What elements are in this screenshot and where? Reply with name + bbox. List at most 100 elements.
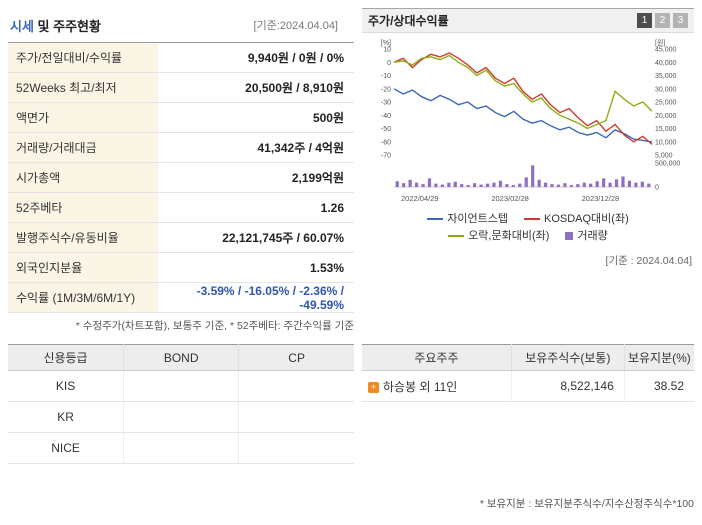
svg-text:-60: -60 xyxy=(381,139,391,146)
table-row: 거래량/거래대금 41,342주 / 4억원 xyxy=(8,132,354,163)
quote-row-label: 발행주식수/유동비율 xyxy=(8,222,158,253)
quote-row-label: 52주베타 xyxy=(8,192,158,223)
quote-row-label: 액면가 xyxy=(8,102,158,133)
svg-text:20,000: 20,000 xyxy=(655,113,677,120)
page-title-rest: 및 주주현황 xyxy=(33,18,101,34)
svg-text:0: 0 xyxy=(655,185,659,192)
svg-text:10: 10 xyxy=(383,47,391,54)
table-header-row: 주요주주 보유주식수(보통) 보유지분(%) xyxy=(362,344,694,371)
credit-rating-table: 신용등급 BOND CP KIS KR NICE xyxy=(8,344,354,464)
credit-cp-value xyxy=(238,432,354,464)
price-relative-return-chart: [%] [원] 10 0 -10 -20 -30 -40 -50 -60 -70 45,000 40,0… xyxy=(381,38,681,203)
holder-pct: 38.52 xyxy=(623,370,694,402)
chart-page-1-button[interactable]: 1 xyxy=(637,13,652,28)
quote-row-value: 1.26 xyxy=(158,192,354,223)
credit-agency: KR xyxy=(8,401,124,433)
credit-header-bond: BOND xyxy=(123,344,239,371)
svg-text:2023/02/28: 2023/02/28 xyxy=(491,194,529,203)
credit-header-agency: 신용등급 xyxy=(8,344,124,371)
credit-cp-value xyxy=(238,401,354,433)
legend-label: 자이언트스텝 xyxy=(447,213,508,225)
svg-text:25,000: 25,000 xyxy=(655,100,677,107)
quote-row-value: 1.53% xyxy=(158,252,354,283)
holders-header-shares: 보유주식수(보통) xyxy=(510,344,625,371)
credit-agency: KIS xyxy=(8,370,124,402)
legend-row: 자이언트스텝 KOSDAQ대비(좌) xyxy=(362,211,694,228)
quote-row-label: 거래량/거래대금 xyxy=(8,132,158,163)
table-row: 발행주식수/유동비율 22,121,745주 / 60.07% xyxy=(8,222,354,253)
quote-row-label: 수익률 (1M/3M/6M/1Y) xyxy=(8,282,158,313)
svg-text:[%]: [%] xyxy=(381,40,391,47)
table-row: KR xyxy=(8,401,354,433)
table-row: 52Weeks 최고/최저 20,500원 / 8,910원 xyxy=(8,72,354,103)
chart-date-note: [기준 : 2024.04.04] xyxy=(605,255,692,267)
legend-label: KOSDAQ대비(좌) xyxy=(543,213,629,225)
table-row: 52주베타 1.26 xyxy=(8,192,354,223)
table-row: 수익률 (1M/3M/6M/1Y) -3.59% / -16.05% / -2.… xyxy=(8,282,354,313)
quote-date-note: [기준:2024.04.04] xyxy=(253,20,338,32)
quote-table: 주가/전일대비/수익률 9,940원 / 0원 / 0% 52Weeks 최고/… xyxy=(8,42,354,313)
table-row: 액면가 500원 xyxy=(8,102,354,133)
legend-line-swatch-icon xyxy=(523,218,540,221)
table-row: 시가총액 2,199억원 xyxy=(8,162,354,193)
legend-label: 오락,문화대비(좌) xyxy=(468,230,550,242)
legend-item: 자이언트스텝 xyxy=(427,213,508,225)
table-row: NICE xyxy=(8,432,354,464)
table-header-row: 신용등급 BOND CP xyxy=(8,344,354,371)
quote-row-value: 20,500원 / 8,910원 xyxy=(158,72,354,103)
svg-text:45,000: 45,000 xyxy=(655,47,677,54)
legend-volume-swatch-icon xyxy=(565,232,574,241)
shareholder-link-icon[interactable]: + xyxy=(368,381,379,393)
credit-bond-value xyxy=(123,401,239,433)
chart-legend: 자이언트스텝 KOSDAQ대비(좌) 오락,문화대비(좌) 거래량 xyxy=(362,211,694,245)
quote-row-label: 52Weeks 최고/최저 xyxy=(8,72,158,103)
svg-text:-50: -50 xyxy=(381,126,391,133)
quote-column: 시세 및 주주현황 [기준:2024.04.04] 주가/전일대비/수익률 9,… xyxy=(8,8,354,517)
quote-row-value: 500원 xyxy=(158,102,354,133)
svg-text:-30: -30 xyxy=(381,100,391,107)
svg-text:0: 0 xyxy=(387,60,391,67)
svg-text:10,000: 10,000 xyxy=(655,139,677,146)
quote-row-label: 외국인지분율 xyxy=(8,252,158,283)
chart-page-2-button[interactable]: 2 xyxy=(655,13,670,28)
credit-bond-value xyxy=(123,432,239,464)
svg-text:[원]: [원] xyxy=(655,38,665,47)
svg-text:2023/12/28: 2023/12/28 xyxy=(582,194,620,203)
table-row: + 하승봉 외 11인 8,522,146 38.52 xyxy=(362,370,694,402)
svg-text:35,000: 35,000 xyxy=(655,73,677,80)
holders-footnote: * 보유지분 : 보유지분주식수/지수산정주식수*100 xyxy=(479,498,694,510)
quote-row-label: 주가/전일대비/수익률 xyxy=(8,42,158,73)
quote-row-label: 시가총액 xyxy=(8,162,158,193)
page-title-highlight: 시세 xyxy=(10,18,34,34)
holder-shares: 8,522,146 xyxy=(510,370,625,402)
quote-row-value: 2,199억원 xyxy=(158,162,354,193)
legend-row: 오락,문화대비(좌) 거래량 xyxy=(362,228,694,245)
svg-text:-70: -70 xyxy=(381,153,391,160)
legend-item: 거래량 xyxy=(565,230,608,242)
table-row: 주가/전일대비/수익률 9,940원 / 0원 / 0% xyxy=(8,42,354,73)
chart-upper: 주가/상대수익률 1 2 3 [%] [원] 10 0 -10 -20 -30 -40 -50-… xyxy=(362,8,694,344)
svg-text:2022/04/29: 2022/04/29 xyxy=(401,194,439,203)
legend-label: 거래량 xyxy=(577,230,608,242)
holder-name-cell: + 하승봉 외 11인 xyxy=(362,370,512,402)
svg-text:500,000: 500,000 xyxy=(655,161,680,168)
quote-row-value: 22,121,745주 / 60.07% xyxy=(158,222,354,253)
chart-page-3-button[interactable]: 3 xyxy=(673,13,688,28)
legend-line-swatch-icon xyxy=(427,218,444,221)
quote-row-value: 41,342주 / 4억원 xyxy=(158,132,354,163)
svg-text:-40: -40 xyxy=(381,113,391,120)
legend-item: KOSDAQ대비(좌) xyxy=(523,213,629,225)
svg-text:-20: -20 xyxy=(381,86,391,93)
holder-name: 하승봉 외 11인 xyxy=(383,379,458,394)
page-title: 시세 및 주주현황 xyxy=(10,16,101,35)
holders-header-pct: 보유지분(%) xyxy=(623,344,694,371)
svg-text:5,000: 5,000 xyxy=(655,153,673,160)
quote-panel-header: 시세 및 주주현황 [기준:2024.04.04] xyxy=(8,8,354,42)
legend-line-swatch-icon xyxy=(448,235,465,238)
holders-header-name: 주요주주 xyxy=(362,344,512,371)
chart-panel-header: 주가/상대수익률 1 2 3 xyxy=(362,8,694,33)
legend-item: 오락,문화대비(좌) xyxy=(448,230,549,242)
table-row: KIS xyxy=(8,370,354,402)
chart-column: 주가/상대수익률 1 2 3 [%] [원] 10 0 -10 -20 -30 -40 -50-… xyxy=(362,8,694,517)
